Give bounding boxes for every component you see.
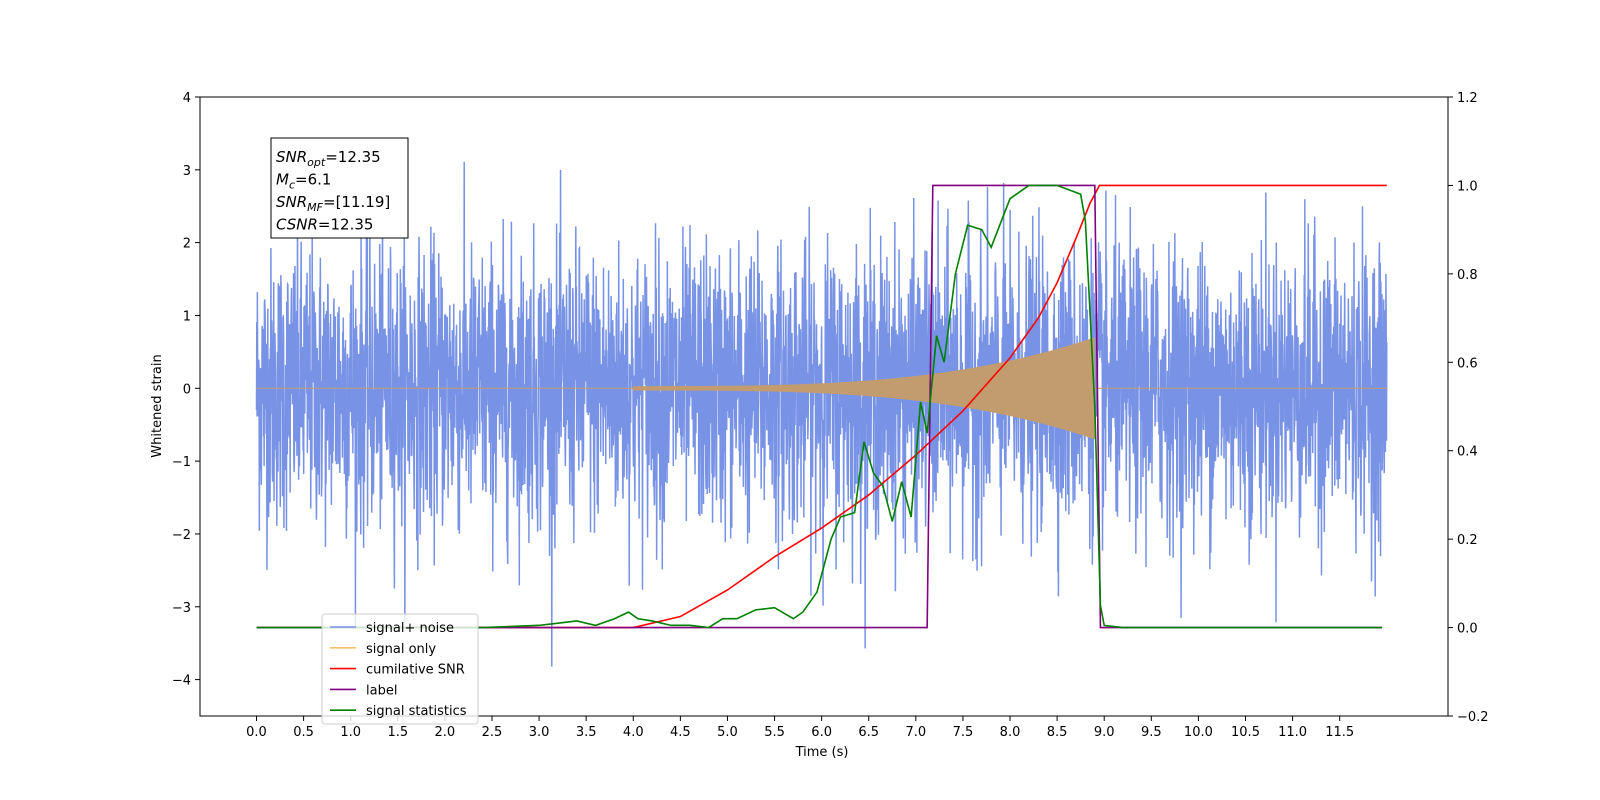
x-tick-label: 5.5 [764, 725, 785, 740]
x-tick-label: 1.5 [387, 725, 408, 740]
legend-entry-label: label [366, 683, 397, 698]
annotation-line: CSNR=12.35 [276, 216, 373, 234]
annotation-line: SNRopt=12.35 [276, 148, 381, 169]
x-tick-label: 4.5 [670, 725, 691, 740]
x-tick-label: 11.0 [1278, 725, 1307, 740]
legend: signal+ noise signal only cumilative SNR la… [321, 613, 479, 725]
x-tick-label: 2.0 [435, 725, 456, 740]
y-left-tick-label: 1 [183, 309, 191, 324]
x-axis: 0.0 0.5 1.0 1.5 2.0 2.5 3.0 3.5 4.0 4.5 5.0 5.5 6.0 6… [246, 716, 1354, 740]
x-tick-label: 6.0 [811, 725, 832, 740]
y-left-tick-label: 3 [183, 164, 191, 179]
y-left-tick-label: 2 [183, 237, 191, 252]
x-tick-label: 9.0 [1094, 725, 1115, 740]
legend-entry-label: signal only [366, 642, 436, 657]
x-tick-label: 11.5 [1325, 725, 1354, 740]
x-tick-label: 6.5 [858, 725, 879, 740]
y-axis-left: 4 3 2 1 0 −1 −2 −3 −4 [172, 91, 200, 689]
plot-frame [199, 96, 1449, 717]
legend-frame [321, 613, 479, 725]
x-tick-label: 2.5 [482, 725, 503, 740]
x-tick-label: 0.5 [293, 725, 314, 740]
annotation-frame [270, 137, 409, 239]
annotation-line: SNRMF=[11.19] [276, 193, 390, 214]
x-tick-label: 8.0 [1000, 725, 1021, 740]
x-tick-label: 4.0 [623, 725, 644, 740]
x-tick-label: 9.5 [1141, 725, 1162, 740]
x-tick-label: 10.5 [1231, 725, 1260, 740]
series-signal-only [256, 337, 1387, 440]
x-tick-label: 5.0 [717, 725, 738, 740]
series-signal-statistics [256, 184, 1383, 629]
y-right-tick-label: −0.2 [1457, 710, 1489, 725]
y-right-tick-label: 0.2 [1457, 533, 1478, 548]
y-left-tick-label: 0 [183, 382, 191, 397]
y-right-tick-label: 1.2 [1457, 91, 1478, 106]
y-left-tick-label: 4 [183, 91, 191, 106]
y-right-tick-label: 0.6 [1457, 356, 1478, 371]
y-right-tick-label: 1.0 [1457, 179, 1478, 194]
legend-entry-label: cumilative SNR [366, 663, 465, 678]
x-tick-label: 3.0 [529, 725, 550, 740]
y-left-tick-label: −3 [172, 601, 191, 616]
x-axis-label: Time (s) [795, 745, 849, 760]
legend-entry-label: signal+ noise [366, 621, 454, 636]
y-left-tick-label: −4 [172, 674, 191, 689]
y-right-tick-label: 0.0 [1457, 622, 1478, 637]
x-tick-label: 1.0 [340, 725, 361, 740]
x-tick-label: 8.5 [1047, 725, 1068, 740]
series-signal-noise [255, 161, 1388, 667]
x-tick-label: 10.0 [1184, 725, 1213, 740]
legend-entry-label: signal statistics [366, 704, 467, 719]
x-tick-label: 7.5 [953, 725, 974, 740]
y-axis-right: 1.2 1.0 0.8 0.6 0.4 0.2 0.0 −0.2 [1448, 91, 1489, 725]
y-left-tick-label: −1 [172, 455, 191, 470]
y-right-tick-label: 0.8 [1457, 268, 1478, 283]
x-tick-label: 7.0 [905, 725, 926, 740]
y-right-tick-label: 0.4 [1457, 445, 1478, 460]
y-left-tick-label: −2 [172, 528, 191, 543]
annotation-line: Mc=6.1 [276, 171, 331, 192]
x-tick-label: 0.0 [246, 725, 267, 740]
x-tick-label: 3.5 [576, 725, 597, 740]
series-layer [255, 161, 1388, 667]
y-axis-label: Whitened strain [150, 354, 165, 457]
